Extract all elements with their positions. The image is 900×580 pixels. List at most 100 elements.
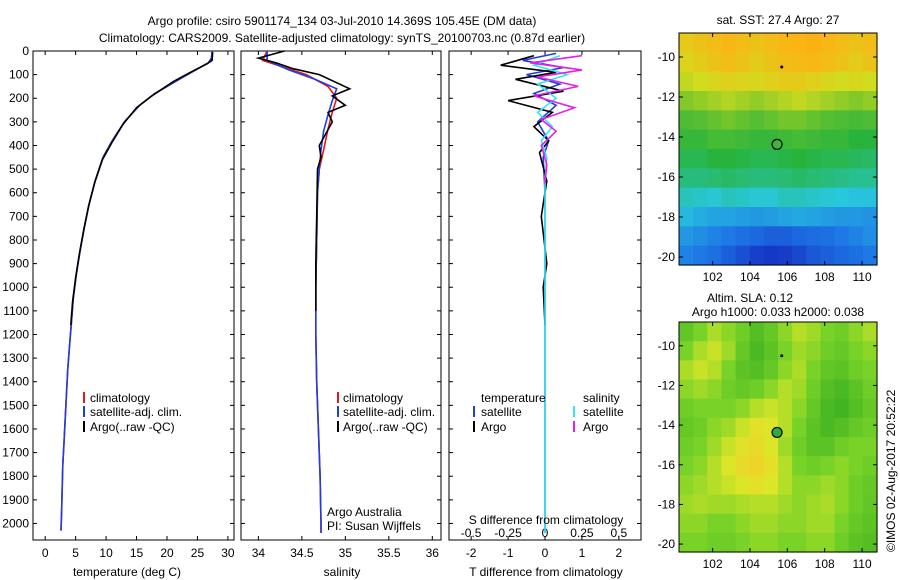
sst-map-ytick-label: -10 [658,50,676,64]
sst-map-cell [806,129,822,150]
sst-map-cell [721,226,737,247]
sst-map-cell [749,226,765,247]
sst-map-cell [792,245,807,266]
sst-map-cell [679,149,694,169]
sla-map-cell [721,360,737,381]
sla-map-cell [848,417,864,438]
sst-map-cell [820,168,836,189]
sst-map-frame [678,32,878,266]
temperature-xtick-label: 20 [160,546,174,560]
sst-map-cell [862,110,878,131]
sla-map-cell [749,532,765,553]
sst-map-cell [749,71,765,92]
sst-map-cell [763,33,779,53]
sla-map-cell [735,379,751,400]
sst-map-cell [778,187,793,208]
series-line-satellite-adj-clim- [60,50,213,531]
sla-map-cell [763,360,779,381]
sla-map-cell [721,456,737,476]
sla-map-cell [693,398,708,419]
sla-map-cell [749,494,765,515]
difference-xtick-label: -1 [503,546,514,560]
depth-tick-label: 1700 [2,446,29,460]
sla-map-cell [721,494,737,515]
sla-map-cell [679,475,694,496]
sla-map-cell [679,494,694,515]
sst-map-cell [707,71,723,92]
sst-map-cell [848,33,864,53]
sst-map-cell [679,110,694,131]
sst-map-cell [820,187,836,208]
sst-map-cell [862,207,878,227]
sst-map-cell [763,110,779,131]
sla-map-cell [792,341,807,361]
sla-map-cell [820,398,836,419]
temperature-xtick-label: 15 [130,546,144,560]
sla-map-cell [693,379,708,400]
sla-map-cell [749,322,765,342]
sla-map-ytick-label: -10 [658,339,676,353]
sla-map-cell [749,475,765,496]
sst-map-cell [792,207,807,227]
sst-map-cell [735,187,751,208]
sla-map-cell [778,494,793,515]
sla-map-cell [763,398,779,419]
sst-map-cell [834,226,850,247]
sst-map-cell [806,110,822,131]
sla-map-cell [763,322,779,342]
sla-map-cell [806,379,822,400]
sst-map-cell [679,71,694,92]
sla-map-cell [778,456,793,476]
sla-map-cell [792,398,807,419]
salinity-xtick-label: 35 [339,546,353,560]
sla-map-cell [721,322,737,342]
temperature-xtick-label: 25 [191,546,205,560]
sst-map-xtick-label: 110 [852,270,871,284]
sla-map-cell [778,475,793,496]
sst-map-cell [679,226,694,247]
sst-map-cell [693,52,708,73]
sst-map-xtick-label: 106 [777,270,797,284]
series-line-climatology [60,50,213,531]
sst-map-cell [862,52,878,73]
series-line-argo-raw-qc- [70,52,214,326]
sst-map-cell [749,91,765,111]
sla-map-cell [721,417,737,438]
sla-map-cell [749,341,765,361]
sst-map-cell [820,207,836,227]
sla-map-cell [763,437,779,457]
sla-map-cell [735,322,751,342]
sla-map-cell [834,532,850,553]
sla-map-cell [679,437,694,457]
sla-map-cell [820,417,836,438]
sla-map-cell [848,513,864,534]
salinity-frame [240,50,442,541]
sst-map-cell [848,168,864,189]
temperature-xlabel: temperature (deg C) [73,565,181,579]
sla-map-cell [820,456,836,476]
sst-map-cell [778,33,793,53]
depth-tick-label: 1200 [2,327,29,341]
sst-map-cell [834,168,850,189]
sst-map-cell [707,52,723,73]
sst-map-cell [778,71,793,92]
sla-map-cell [707,341,723,361]
diff-legend-temp-argo: Argo [481,420,507,434]
sst-map-cell [707,33,723,53]
depth-tick-label: 1600 [2,422,29,436]
sst-map-cell [721,110,737,131]
sla-map-cell [862,341,878,361]
sst-map-cell [721,91,737,111]
sla-map-cell [763,475,779,496]
sla-map-cell [707,437,723,457]
salinity-xtick-label: 34 [252,546,266,560]
sst-map-cell [792,52,807,73]
temp-legend-sat: satellite-adj. clim. [90,405,182,419]
sla-map-cell [735,437,751,457]
temperature-frame [32,50,235,541]
sst-map-cell [820,226,836,247]
sst-map-cell [735,91,751,111]
sla-map-cell [806,322,822,342]
sla-map-island-dot [780,354,784,358]
sla-map-cell [862,437,878,457]
